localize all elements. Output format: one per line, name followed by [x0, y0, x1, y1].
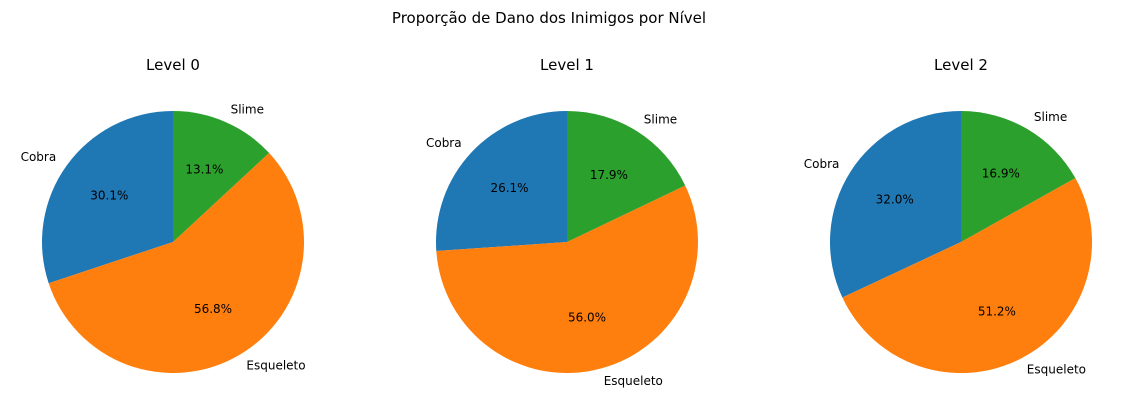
slice-percent-label: 56.8% [194, 302, 232, 316]
slice-percent-label: 30.1% [90, 189, 128, 203]
pie-title: Level 0 [146, 56, 200, 74]
slice-percent-label: 32.0% [876, 192, 914, 206]
pie-slice-esqueleto [842, 178, 1093, 374]
slice-percent-label: 56.0% [568, 311, 606, 325]
slice-percent-label: 51.2% [978, 304, 1016, 318]
slice-label: Slime [644, 113, 677, 127]
slice-label: Esqueleto [246, 359, 305, 373]
pie-slice-slime [173, 111, 270, 242]
pie-slice-slime [961, 111, 1076, 242]
slice-label: Cobra [21, 150, 57, 164]
pie-title: Level 2 [934, 56, 988, 74]
slice-label: Cobra [804, 157, 840, 171]
slice-label: Esqueleto [604, 374, 663, 388]
pie-title: Level 1 [540, 56, 594, 74]
pie-chart-level-0: Level 0 Cobra 30.1% Esqueleto 56.8% Slime 13.… [21, 56, 306, 374]
pie-slice-esqueleto [436, 185, 698, 373]
figure-title: Proporção de Dano dos Inimigos por Nível [392, 9, 706, 27]
slice-label: Slime [1034, 110, 1067, 124]
slice-label: Cobra [426, 136, 462, 150]
pie-slice-cobra [830, 111, 961, 298]
slice-percent-label: 17.9% [590, 168, 628, 182]
pie-slice-cobra [42, 111, 173, 284]
pie-chart-level-1: Level 1 Cobra 26.1% Esqueleto 56.0% Slime 17.… [426, 56, 698, 388]
slice-percent-label: 16.9% [982, 167, 1020, 181]
slice-percent-label: 26.1% [490, 181, 528, 195]
slice-label: Esqueleto [1027, 363, 1086, 377]
pie-slice-esqueleto [48, 152, 305, 374]
slice-percent-label: 13.1% [185, 163, 223, 177]
pie-chart-level-2: Level 2 Cobra 32.0% Esqueleto 51.2% Slime 16.… [804, 56, 1093, 377]
pie-slice-cobra [435, 111, 567, 252]
slice-label: Slime [231, 102, 264, 116]
pie-slice-slime [567, 110, 686, 242]
